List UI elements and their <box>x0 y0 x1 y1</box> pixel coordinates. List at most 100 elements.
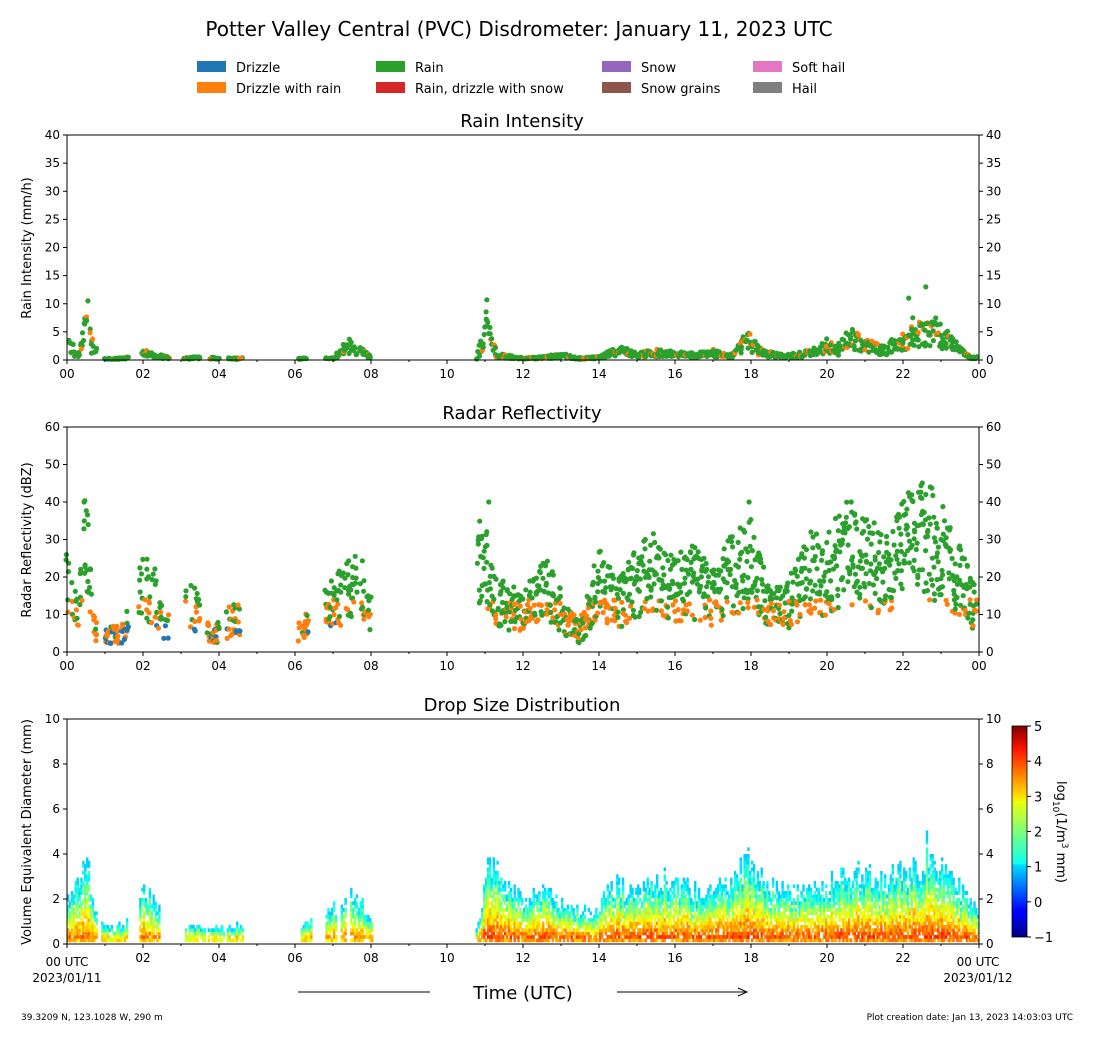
dsd-cell <box>621 924 625 929</box>
dsd-cell <box>663 931 666 936</box>
dsd-cell <box>329 918 332 922</box>
dsd-cell <box>498 904 501 909</box>
data-point <box>797 611 803 618</box>
dsd-cell <box>724 877 727 882</box>
dsd-cell <box>686 904 689 909</box>
dsd-cell <box>365 918 368 922</box>
data-point <box>623 612 629 618</box>
dsd-cell <box>532 924 535 929</box>
dsd-cell <box>682 901 685 906</box>
dsd-cell <box>629 904 632 909</box>
dsd-cell <box>656 921 659 926</box>
data-point <box>874 576 880 582</box>
data-point <box>479 554 485 560</box>
dsd-cell <box>486 860 490 865</box>
dsd-cell <box>371 928 374 933</box>
dsd-cell <box>625 918 628 922</box>
data-point <box>479 533 485 539</box>
data-point <box>296 620 302 626</box>
dsd-cell <box>219 938 222 943</box>
data-point <box>667 566 674 572</box>
dsd-cell <box>574 918 577 922</box>
dsd-cell <box>67 918 70 922</box>
dsd-cell <box>688 938 691 943</box>
data-point <box>224 635 230 642</box>
dsd-cell <box>86 918 89 922</box>
data-point <box>557 600 563 607</box>
dsd-cell <box>84 897 87 902</box>
dsd-cell <box>705 921 708 926</box>
dsd-cell <box>144 911 148 916</box>
dsd-cell <box>559 911 562 916</box>
dsd-cell <box>572 911 575 916</box>
dsd-cell <box>492 904 495 909</box>
data-point <box>545 590 552 596</box>
dsd-cell <box>196 928 199 933</box>
dsd-cell <box>201 928 205 933</box>
dsd-cell <box>105 924 108 929</box>
dsd-cell <box>86 928 89 933</box>
peak-point <box>923 284 929 290</box>
data-point <box>698 583 704 589</box>
data-point <box>193 609 199 615</box>
data-point <box>648 594 654 600</box>
dsd-cell <box>697 894 701 899</box>
data-point <box>325 590 331 596</box>
dsd-cell <box>144 931 148 936</box>
data-point <box>923 548 929 554</box>
dsd-cell <box>509 901 513 906</box>
dsd-cell <box>580 918 583 922</box>
data-point <box>896 525 902 531</box>
dsd-cell <box>633 928 636 933</box>
dsd-cell <box>578 928 581 933</box>
dsd-cell <box>188 935 191 939</box>
dsd-cell <box>595 935 598 939</box>
data-point <box>226 604 232 610</box>
data-point <box>931 514 937 520</box>
dsd-cell <box>644 894 647 899</box>
dsd-cell <box>642 928 646 933</box>
dsd-cell <box>671 931 674 936</box>
dsd-cell <box>344 938 347 943</box>
data-point <box>781 615 787 621</box>
dsd-cell <box>89 921 93 926</box>
dsd-cell <box>306 938 309 943</box>
dsd-cell <box>701 921 704 926</box>
dsd-cell <box>325 935 328 939</box>
dsd-cell <box>340 921 343 926</box>
data-point <box>93 638 99 644</box>
dsd-cell <box>703 924 706 929</box>
dsd-cell <box>530 924 533 929</box>
dsd-cell <box>198 924 201 929</box>
dsd-cell <box>114 938 117 943</box>
xtick-label: 02 <box>135 659 150 673</box>
dsd-cell <box>545 897 549 902</box>
dsd-cell <box>486 897 490 902</box>
dsd-cell <box>699 904 703 909</box>
data-point <box>708 615 714 621</box>
dsd-cell <box>513 887 516 892</box>
dsd-cell <box>483 904 486 909</box>
dsd-cell <box>589 921 592 926</box>
dsd-cell <box>669 908 672 912</box>
data-point <box>720 556 726 562</box>
dsd-cell <box>656 928 659 933</box>
dsd-cell <box>680 938 684 943</box>
dsd-cell <box>692 904 695 909</box>
dsd-cell <box>699 935 703 939</box>
dsd-cell <box>572 914 575 919</box>
dsd-cell <box>365 924 368 929</box>
dsd-cell <box>678 921 682 926</box>
dsd-cell <box>196 931 199 936</box>
dsd-cell <box>101 938 104 943</box>
dsd-cell <box>703 918 706 922</box>
dsd-cell <box>709 938 712 943</box>
dsd-cell <box>523 928 526 933</box>
dsd-cell <box>688 894 691 899</box>
dsd-cell <box>101 928 104 933</box>
data-point <box>822 612 829 618</box>
dsd-cell <box>661 938 665 943</box>
data-point <box>909 542 915 549</box>
dsd-cell <box>84 938 87 943</box>
dsd-cell <box>551 924 554 929</box>
